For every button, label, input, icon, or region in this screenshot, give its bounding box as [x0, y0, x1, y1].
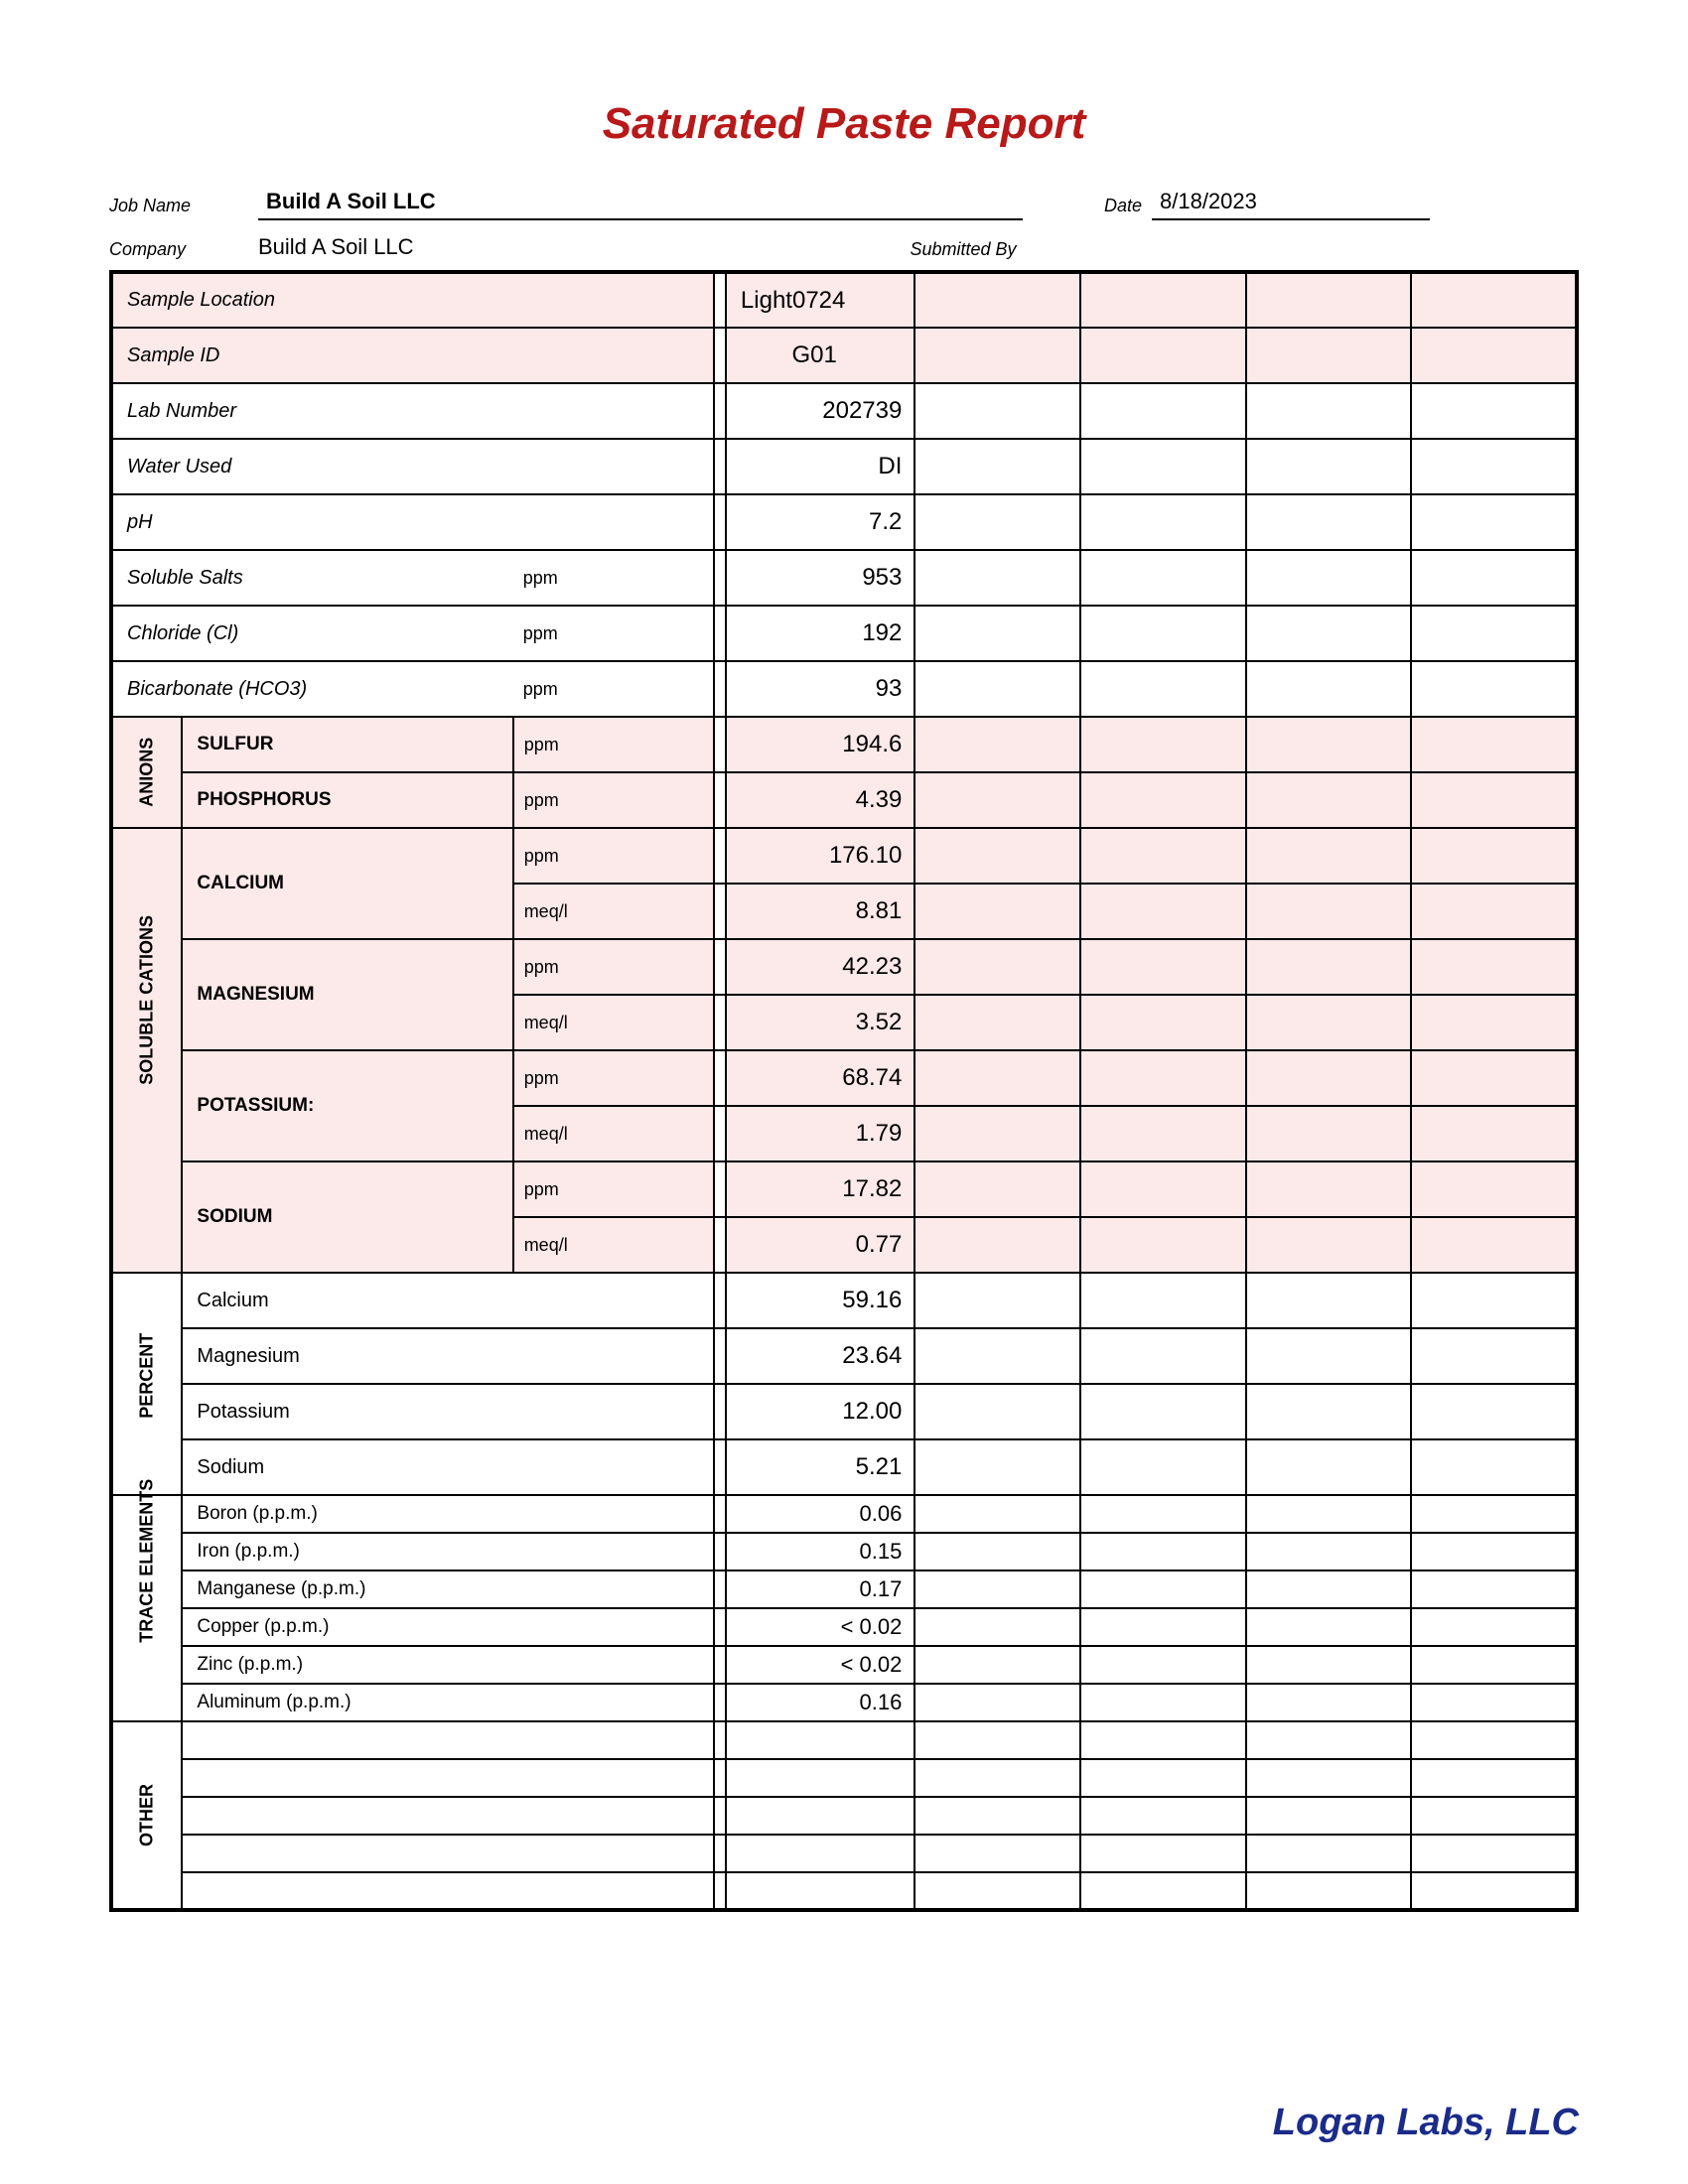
unit-ppm: ppm: [513, 828, 714, 884]
val-sulfur: 194.6: [726, 717, 914, 772]
val-pct-calcium: 59.16: [726, 1273, 914, 1328]
submitted-by-label: Submitted By: [864, 239, 1062, 264]
report-title: Saturated Paste Report: [109, 99, 1579, 149]
row-potassium: POTASSIUM:: [182, 1050, 512, 1161]
row-pct-calcium: Calcium: [182, 1273, 714, 1328]
val-pct-potassium: 12.00: [726, 1384, 914, 1439]
jobname-label: Job Name: [109, 196, 258, 220]
val-magnesium-ppm: 42.23: [726, 939, 914, 995]
val-copper: < 0.02: [726, 1608, 914, 1646]
company-value: Build A Soil LLC: [258, 234, 864, 264]
val-sample-location: Light0724: [726, 272, 914, 328]
row-water-used: Water Used: [111, 439, 714, 494]
row-manganese: Manganese (p.p.m.): [182, 1570, 714, 1608]
val-phosphorus: 4.39: [726, 772, 914, 828]
unit-ppm: ppm: [513, 606, 714, 661]
section-trace-elements: TRACE ELEMENTS: [111, 1495, 182, 1721]
row-pct-magnesium: Magnesium: [182, 1328, 714, 1384]
val-bicarbonate: 93: [726, 661, 914, 717]
val-calcium-meql: 8.81: [726, 884, 914, 939]
row-sample-location: Sample Location: [111, 272, 714, 328]
row-bicarbonate: Bicarbonate (HCO3): [111, 661, 513, 717]
unit-ppm: ppm: [513, 939, 714, 995]
section-other: OTHER: [111, 1721, 182, 1910]
report-table: Sample Location Light0724 Sample ID G01 …: [109, 270, 1579, 1912]
val-sample-id: G01: [726, 328, 914, 383]
unit-ppm: ppm: [513, 661, 714, 717]
unit-ppm: ppm: [513, 1050, 714, 1106]
val-chloride: 192: [726, 606, 914, 661]
date-label: Date: [1062, 196, 1152, 220]
row-zinc: Zinc (p.p.m.): [182, 1646, 714, 1684]
unit-ppm: ppm: [513, 1161, 714, 1217]
unit-meql: meq/l: [513, 1217, 714, 1273]
unit-ppm: ppm: [513, 772, 714, 828]
val-soluble-salts: 953: [726, 550, 914, 606]
row-lab-number: Lab Number: [111, 383, 714, 439]
row-sample-id: Sample ID: [111, 328, 714, 383]
val-boron: 0.06: [726, 1495, 914, 1533]
val-lab-number: 202739: [726, 383, 914, 439]
unit-meql: meq/l: [513, 1106, 714, 1161]
val-iron: 0.15: [726, 1533, 914, 1570]
section-percent: PERCENT: [111, 1273, 182, 1495]
val-sodium-ppm: 17.82: [726, 1161, 914, 1217]
row-ph: pH: [111, 494, 714, 550]
jobname-value: Build A Soil LLC: [258, 189, 1023, 220]
row-copper: Copper (p.p.m.): [182, 1608, 714, 1646]
val-zinc: < 0.02: [726, 1646, 914, 1684]
unit-ppm: ppm: [513, 717, 714, 772]
row-iron: Iron (p.p.m.): [182, 1533, 714, 1570]
row-boron: Boron (p.p.m.): [182, 1495, 714, 1533]
row-pct-sodium: Sodium: [182, 1439, 714, 1495]
row-magnesium: MAGNESIUM: [182, 939, 512, 1050]
val-calcium-ppm: 176.10: [726, 828, 914, 884]
company-label: Company: [109, 239, 258, 264]
date-value: 8/18/2023: [1152, 189, 1430, 220]
val-manganese: 0.17: [726, 1570, 914, 1608]
row-chloride: Chloride (Cl): [111, 606, 513, 661]
unit-ppm: ppm: [513, 550, 714, 606]
val-pct-magnesium: 23.64: [726, 1328, 914, 1384]
row-soluble-salts: Soluble Salts: [111, 550, 513, 606]
row-aluminum: Aluminum (p.p.m.): [182, 1684, 714, 1721]
unit-meql: meq/l: [513, 995, 714, 1050]
val-aluminum: 0.16: [726, 1684, 914, 1721]
footer-lab-name: Logan Labs, LLC: [1273, 2102, 1579, 2144]
section-soluble-cations: SOLUBLE CATIONS: [111, 828, 182, 1273]
row-calcium: CALCIUM: [182, 828, 512, 939]
val-potassium-ppm: 68.74: [726, 1050, 914, 1106]
val-magnesium-meql: 3.52: [726, 995, 914, 1050]
val-sodium-meql: 0.77: [726, 1217, 914, 1273]
val-potassium-meql: 1.79: [726, 1106, 914, 1161]
val-water-used: DI: [726, 439, 914, 494]
val-ph: 7.2: [726, 494, 914, 550]
val-pct-sodium: 5.21: [726, 1439, 914, 1495]
row-sulfur: SULFUR: [182, 717, 512, 772]
row-pct-potassium: Potassium: [182, 1384, 714, 1439]
row-sodium: SODIUM: [182, 1161, 512, 1273]
unit-meql: meq/l: [513, 884, 714, 939]
row-phosphorus: PHOSPHORUS: [182, 772, 512, 828]
section-anions: ANIONS: [111, 717, 182, 828]
